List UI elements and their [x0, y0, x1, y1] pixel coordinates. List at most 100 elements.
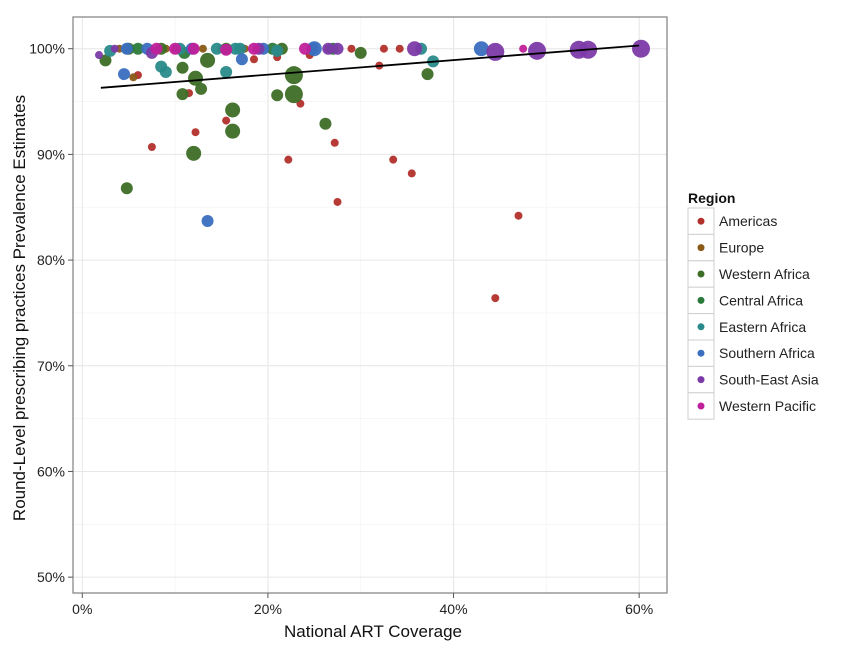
legend-label: Americas: [719, 213, 777, 229]
y-tick-label: 60%: [37, 463, 65, 479]
series-southern-africa: [118, 41, 489, 227]
data-point: [210, 42, 223, 55]
legend-label: Western Africa: [719, 266, 810, 282]
plot-area: [72, 16, 668, 594]
x-axis-title: National ART Coverage: [284, 622, 462, 641]
x-tick-label: 20%: [254, 601, 282, 617]
series-western-pacific: [150, 42, 528, 56]
data-point: [514, 211, 523, 220]
data-point: [120, 182, 133, 195]
legend-item: Western Pacific: [687, 392, 816, 420]
data-point: [222, 116, 231, 125]
data-point: [389, 155, 398, 164]
legend-key: [687, 313, 715, 341]
legend-item: Europe: [687, 233, 764, 262]
data-point: [159, 65, 172, 78]
data-point: [284, 85, 303, 104]
data-point: [234, 42, 247, 55]
legend-title: Region: [688, 190, 735, 206]
data-point: [200, 52, 216, 68]
data-point: [220, 65, 233, 78]
legend-marker: [697, 270, 705, 278]
data-point: [235, 53, 248, 66]
data-point: [191, 128, 200, 137]
data-point: [176, 61, 189, 74]
data-point: [491, 294, 500, 303]
legend-marker: [697, 296, 705, 304]
legend-label: South-East Asia: [719, 372, 819, 388]
data-point: [284, 155, 293, 164]
data-point: [379, 44, 388, 53]
data-point: [176, 88, 189, 101]
data-point: [407, 169, 416, 178]
data-point: [271, 89, 284, 102]
data-point: [150, 42, 163, 55]
data-point: [220, 43, 233, 56]
legend-marker: [697, 402, 705, 410]
data-point: [120, 42, 133, 55]
data-point: [247, 42, 260, 55]
plot-panel: [73, 17, 667, 593]
data-point: [188, 70, 204, 86]
data-point: [284, 66, 303, 85]
data-point: [519, 44, 528, 53]
data-point: [319, 117, 332, 130]
legend-label: Southern Africa: [719, 345, 815, 361]
data-point: [129, 73, 138, 82]
data-point: [473, 41, 489, 57]
data-point: [99, 54, 112, 67]
data-point: [94, 51, 103, 60]
y-tick-label: 70%: [37, 358, 65, 374]
data-point: [225, 123, 241, 139]
data-point: [187, 42, 200, 55]
y-axis-title: Round-Level prescribing practices Preval…: [10, 95, 29, 521]
data-point: [186, 145, 202, 161]
legend: Region Americas Europe Western Africa Centr…: [687, 190, 819, 420]
x-axis: 0% 20% 40% 60%: [72, 593, 653, 617]
legend-marker: [697, 376, 705, 384]
data-point: [333, 197, 342, 206]
legend-marker: [697, 349, 705, 357]
data-point: [528, 41, 547, 60]
data-point: [330, 138, 339, 147]
data-point: [407, 41, 423, 57]
legend-label: Central Africa: [719, 292, 803, 308]
y-tick-label: 80%: [37, 252, 65, 268]
data-point: [249, 55, 258, 64]
legend-item: South-East Asia: [687, 365, 819, 394]
data-point: [322, 42, 335, 55]
data-point: [331, 42, 344, 55]
legend-label: Eastern Africa: [719, 319, 806, 335]
x-tick-label: 40%: [440, 601, 468, 617]
legend-label: Europe: [719, 240, 764, 256]
data-point: [118, 68, 131, 81]
series-eastern-africa: [104, 42, 440, 78]
data-point: [421, 68, 434, 81]
y-tick-label: 100%: [29, 41, 65, 57]
data-point: [147, 142, 156, 151]
data-point: [195, 82, 208, 95]
data-point: [347, 44, 356, 53]
y-tick-label: 50%: [37, 569, 65, 585]
legend-marker: [697, 244, 705, 252]
legend-item: Americas: [687, 207, 777, 235]
data-point: [354, 46, 367, 59]
data-point: [169, 42, 182, 55]
data-point: [632, 39, 651, 58]
data-point: [306, 41, 322, 57]
legend-marker: [697, 217, 705, 225]
legend-item: Eastern Africa: [687, 313, 806, 341]
legend-label: Western Pacific: [719, 398, 816, 414]
trend-line: [100, 44, 640, 89]
data-point: [225, 102, 241, 118]
data-point: [131, 42, 144, 55]
data-point: [201, 214, 214, 227]
data-point: [110, 44, 119, 53]
plot-border: [72, 16, 668, 594]
x-tick-label: 60%: [625, 601, 653, 617]
y-axis: 50% 60% 70% 80% 90% 100%: [29, 41, 73, 585]
x-tick-label: 0%: [72, 601, 92, 617]
data-point: [271, 44, 284, 57]
y-tick-label: 90%: [37, 146, 65, 162]
